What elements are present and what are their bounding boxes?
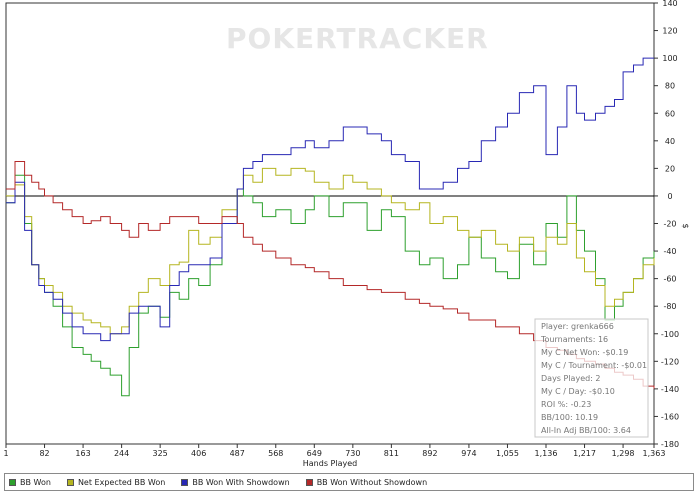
y-tick-label: 20 xyxy=(665,164,675,173)
x-tick-label: 487 xyxy=(230,449,245,458)
y-tick-label: -180 xyxy=(661,440,679,449)
legend-item-bb-won[interactable]: BB Won xyxy=(9,478,51,487)
y-tick-label: -60 xyxy=(663,275,676,284)
x-tick-label: 1,055 xyxy=(496,449,519,458)
watermark-logo: POKERTRACKER xyxy=(226,22,489,55)
y-tick-label: -120 xyxy=(661,357,679,366)
stats-line: Days Played: 2 xyxy=(541,374,601,383)
x-tick-label: 811 xyxy=(384,449,399,458)
stats-line: My C Net Won: -$0.19 xyxy=(541,348,628,357)
legend-swatch-icon xyxy=(181,478,189,486)
stats-line: My C / Tournament: -$0.01 xyxy=(541,361,647,370)
y-tick-label: -100 xyxy=(661,330,679,339)
y-tick-label: -20 xyxy=(663,220,676,229)
stats-line: Tournaments: 16 xyxy=(540,335,608,344)
x-tick-label: 163 xyxy=(75,449,90,458)
x-tick-label: 1,298 xyxy=(612,449,635,458)
y-tick-label: -140 xyxy=(661,385,679,394)
legend-label: BB Won Without Showdown xyxy=(316,477,428,487)
legend: BB Won Net Expected BB Won BB Won With S… xyxy=(4,473,694,491)
y-tick-label: 140 xyxy=(662,0,677,8)
y-tick-label: 60 xyxy=(665,109,675,118)
y-tick-label: 120 xyxy=(662,27,677,36)
legend-swatch-icon xyxy=(9,478,16,486)
y-tick-label: 80 xyxy=(665,82,675,91)
stats-line: BB/100: 10.19 xyxy=(541,413,598,422)
y-tick-label: 0 xyxy=(667,192,672,201)
x-tick-label: 1,363 xyxy=(643,449,666,458)
legend-label: BB Won With Showdown xyxy=(192,477,290,487)
tick-labels: 140 120 100 80 60 40 20 0 -20 -40 -60 -80 -100 -120 -1… xyxy=(3,0,679,458)
legend-label: BB Won xyxy=(20,477,51,487)
stats-lines: Player: grenka666 Tournaments: 16 My C Net… xyxy=(540,322,647,435)
legend-item-with-showdown[interactable]: BB Won With Showdown xyxy=(181,477,290,487)
stats-info-box: Player: grenka666 Tournaments: 16 My C Net… xyxy=(534,318,649,438)
y-tick-label: -80 xyxy=(663,302,676,311)
stats-line: Player: grenka666 xyxy=(541,322,614,331)
legend-item-net-expected[interactable]: Net Expected BB Won xyxy=(66,477,166,487)
x-tick-label: 325 xyxy=(153,449,168,458)
x-tick-label: 568 xyxy=(268,449,283,458)
x-tick-label: 406 xyxy=(191,449,206,458)
y-tick-label: 40 xyxy=(665,137,675,146)
legend-item-without-showdown[interactable]: BB Won Without Showdown xyxy=(305,477,428,487)
y-tick-label: 100 xyxy=(662,54,677,63)
x-tick-label: 82 xyxy=(39,449,49,458)
stats-line: All-In Adj BB/100: 3.64 xyxy=(541,426,631,435)
series-line-net-expected-bb-won xyxy=(6,167,655,335)
y-axis-title: $ xyxy=(681,223,690,228)
stats-line: My C / Day: -$0.10 xyxy=(541,387,615,396)
series-line-bb-won xyxy=(6,174,655,397)
x-tick-label: 649 xyxy=(307,449,322,458)
legend-swatch-icon xyxy=(305,478,313,486)
x-tick-label: 244 xyxy=(114,449,129,458)
x-tick-label: 1,136 xyxy=(535,449,558,458)
y-tick-label: -160 xyxy=(661,412,679,421)
series-line-bb-won-with-showdown xyxy=(6,57,654,342)
stats-line: ROI %: -0.23 xyxy=(541,400,591,409)
y-tick-label: -40 xyxy=(663,247,676,256)
x-tick-label: 974 xyxy=(461,449,476,458)
x-tick-label: 1,217 xyxy=(573,449,596,458)
x-tick-label: 1 xyxy=(3,449,8,458)
x-tick-label: 892 xyxy=(422,449,437,458)
x-axis-title: Hands Played xyxy=(303,459,357,468)
legend-swatch-icon xyxy=(66,478,74,486)
x-tick-label: 730 xyxy=(345,449,360,458)
legend-label: Net Expected BB Won xyxy=(77,477,166,487)
